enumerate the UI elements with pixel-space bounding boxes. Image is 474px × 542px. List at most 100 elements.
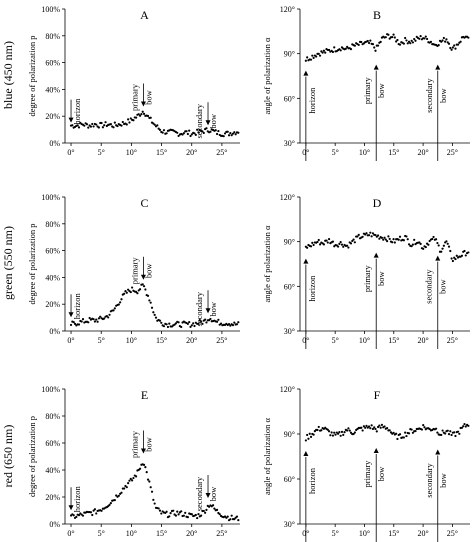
data-point	[231, 323, 235, 327]
data-point	[395, 432, 398, 435]
data-point	[331, 240, 335, 243]
data-point	[136, 292, 139, 295]
data-point	[373, 426, 376, 429]
data-point	[392, 238, 395, 241]
data-point	[374, 49, 377, 52]
data-point	[172, 509, 175, 512]
data-point	[132, 476, 135, 480]
data-point	[91, 122, 94, 126]
data-point	[150, 306, 154, 309]
data-point	[219, 322, 223, 325]
data-point	[92, 509, 95, 512]
data-point	[406, 238, 409, 241]
x-tick-label: 15°	[156, 148, 167, 157]
data-point	[380, 236, 384, 239]
secondary-annotation-line1: secondary	[194, 476, 204, 511]
data-point	[445, 240, 448, 243]
data-point	[440, 250, 443, 253]
data-point	[198, 318, 201, 322]
data-point	[190, 324, 193, 327]
data-point	[322, 49, 326, 52]
panel-letter: F	[374, 388, 381, 402]
data-point	[371, 42, 375, 46]
primary-annotation-line1: primary	[362, 264, 372, 292]
marker-arrow-head	[373, 448, 379, 453]
data-point	[201, 322, 204, 325]
data-point	[387, 235, 390, 238]
data-point	[445, 38, 448, 41]
data-point	[386, 240, 389, 243]
data-point	[112, 309, 115, 312]
y-tick-label: 0%	[49, 327, 60, 336]
data-point	[316, 428, 319, 432]
data-point	[192, 322, 195, 325]
data-point	[103, 124, 106, 127]
data-point	[467, 424, 470, 427]
data-point	[326, 241, 329, 244]
y-tick-label: 20%	[45, 300, 60, 309]
y-axis-label: angle of polarization α	[262, 225, 272, 302]
data-point	[129, 477, 132, 480]
primary-annotation-line1: primary	[129, 430, 139, 458]
data-point	[235, 515, 239, 518]
data-point	[364, 426, 367, 429]
data-point	[349, 242, 353, 245]
data-point	[176, 131, 179, 134]
data-point	[182, 514, 185, 517]
data-point	[149, 116, 152, 119]
data-point	[113, 307, 116, 310]
data-point	[446, 429, 449, 432]
secondary-annotation-line1: secondary	[424, 269, 434, 304]
data-point	[382, 238, 385, 241]
panel-letter: E	[141, 388, 148, 402]
primary-annotation-line2: bow	[143, 436, 153, 452]
y-axis-label: degree of polarization p	[27, 36, 37, 117]
data-point	[104, 121, 107, 124]
data-point	[119, 301, 122, 304]
data-point	[404, 36, 407, 40]
data-point	[391, 35, 394, 39]
y-tick-label: 90°	[284, 50, 295, 59]
data-point	[441, 429, 444, 432]
y-tick-label: 90°	[284, 430, 295, 439]
data-point	[339, 240, 342, 244]
data-point	[88, 316, 91, 320]
data-point	[383, 236, 386, 239]
data-point	[388, 237, 391, 241]
data-point	[429, 40, 433, 43]
data-point	[89, 511, 93, 514]
secondary-annotation-line2: bow	[208, 486, 218, 502]
data-point	[340, 243, 344, 246]
panel-F: 30°60°90°120°0° 5° 10° 15° 20° 25°angle of po…	[262, 385, 470, 542]
data-point	[168, 322, 171, 325]
data-point	[365, 232, 368, 235]
x-tick-label: 25°	[216, 148, 227, 157]
x-tick-label: 25°	[447, 336, 458, 345]
data-point	[327, 237, 331, 241]
x-tick-label: 15°	[388, 529, 399, 538]
y-tick-label: 120°	[280, 193, 295, 202]
data-point	[306, 433, 309, 437]
data-point	[432, 235, 435, 239]
x-tick-label: 5°	[98, 529, 105, 538]
data-point	[324, 51, 327, 54]
y-tick-label: 120°	[280, 5, 295, 14]
data-point	[464, 425, 467, 428]
data-point	[75, 515, 78, 518]
data-point	[189, 134, 192, 138]
data-point	[397, 238, 400, 241]
data-point	[315, 55, 318, 58]
data-point	[93, 320, 97, 323]
primary-annotation-line2: bow	[376, 466, 386, 482]
primary-annotation-line1: primary	[129, 257, 139, 285]
data-point	[185, 130, 188, 133]
data-point	[85, 123, 89, 126]
y-tick-label: 100%	[41, 193, 60, 202]
data-point	[202, 131, 205, 135]
data-point	[233, 131, 236, 134]
data-point	[180, 510, 183, 513]
data-point	[146, 478, 150, 481]
data-point	[411, 431, 415, 434]
data-point	[92, 318, 95, 321]
